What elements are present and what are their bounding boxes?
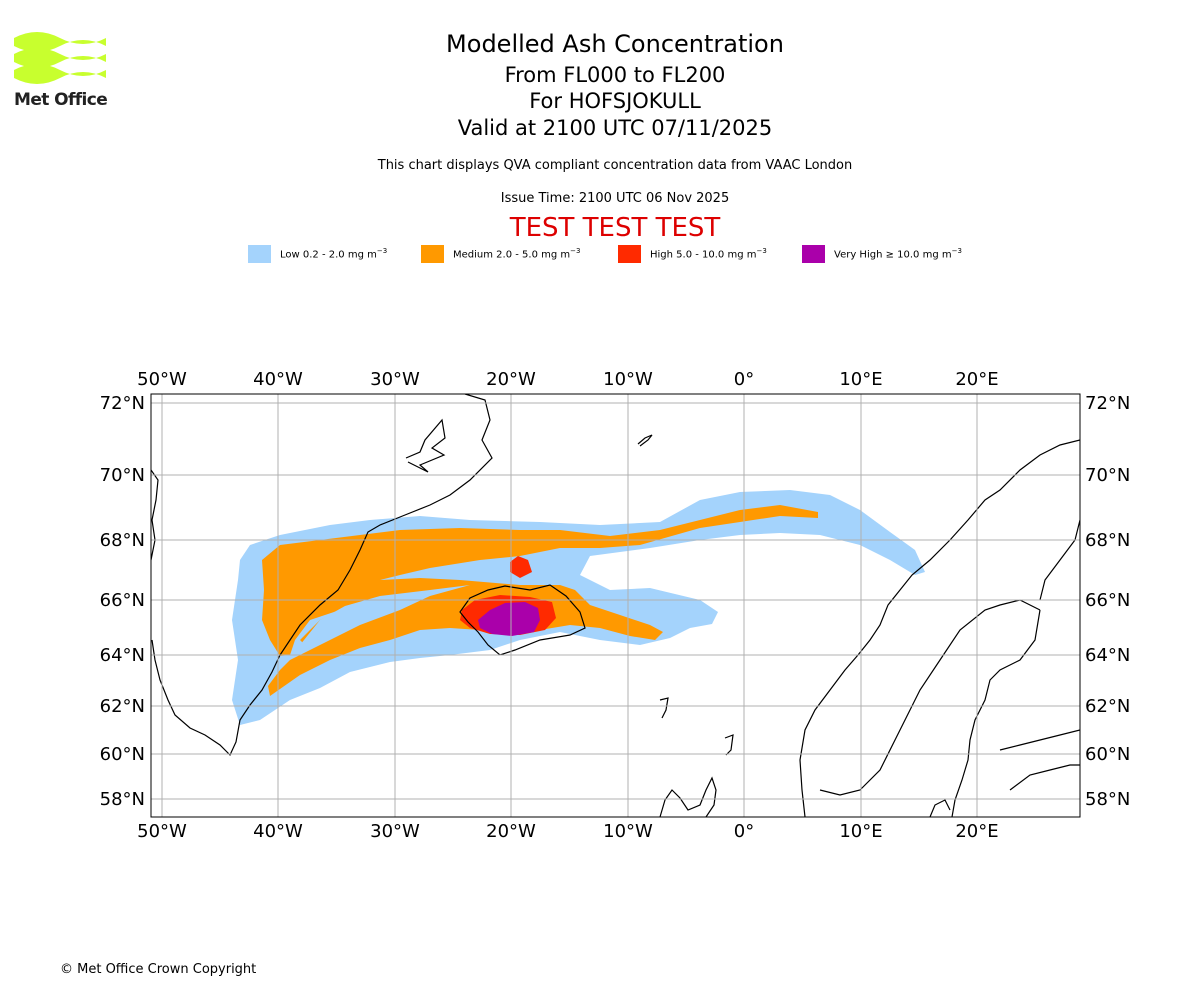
lat-label-right: 64°N	[1085, 645, 1130, 666]
lon-label-top: 20°E	[955, 369, 998, 390]
lat-label-left: 68°N	[100, 530, 145, 551]
test-banner: TEST TEST TEST	[509, 213, 721, 243]
map-frame	[150, 393, 1081, 818]
flight-level-range: From FL000 to FL200	[504, 63, 726, 87]
copyright-notice: © Met Office Crown Copyright	[60, 962, 257, 977]
lon-label-top: 10°E	[839, 369, 882, 390]
longitude-labels-bottom: 50°W 40°W 30°W 20°W 10°W 0° 10°E 20°E	[137, 821, 998, 842]
issue-time: Issue Time: 2100 UTC 06 Nov 2025	[500, 191, 730, 206]
met-office-waves-icon	[14, 32, 106, 84]
lon-label-bottom: 20°E	[955, 821, 998, 842]
chart-title: Modelled Ash Concentration	[446, 30, 784, 58]
lat-label-left: 58°N	[100, 789, 145, 810]
latitude-labels-right: 72°N 70°N 68°N 66°N 64°N 62°N 60°N 58°N	[1085, 393, 1130, 810]
norway-coast	[799, 439, 1080, 817]
estonia-coast	[1009, 764, 1080, 791]
lat-label-left: 62°N	[100, 696, 145, 717]
ash-low-gap	[300, 585, 470, 650]
lon-label-top: 50°W	[137, 369, 187, 390]
denmark-coast	[929, 799, 951, 817]
lon-label-top: 10°W	[603, 369, 653, 390]
lat-label-right: 58°N	[1085, 789, 1130, 810]
baltic-coast	[951, 609, 1041, 817]
lon-label-bottom: 0°	[734, 821, 754, 842]
scotland-coast	[659, 776, 717, 817]
legend-swatch-low	[248, 245, 271, 263]
iceland-coast	[459, 584, 586, 656]
lon-label-bottom: 50°W	[137, 821, 187, 842]
lat-label-right: 70°N	[1085, 465, 1130, 486]
greenland-west-edge	[151, 469, 159, 561]
coastlines	[151, 394, 1080, 817]
legend-swatch-very-high	[802, 245, 825, 263]
valid-time: Valid at 2100 UTC 07/11/2025	[457, 116, 773, 140]
lat-label-right: 72°N	[1085, 393, 1130, 414]
latitude-gridlines	[151, 402, 1080, 800]
ash-high-patch	[510, 556, 532, 578]
lat-label-left: 70°N	[100, 465, 145, 486]
lon-label-bottom: 10°W	[603, 821, 653, 842]
lat-label-right: 68°N	[1085, 530, 1130, 551]
longitude-gridlines	[161, 394, 978, 817]
legend-label-low: Low 0.2 - 2.0 mg m−3	[280, 247, 388, 261]
lat-label-left: 60°N	[100, 744, 145, 765]
legend-item-low: Low 0.2 - 2.0 mg m−3	[248, 244, 387, 264]
lon-label-bottom: 40°W	[253, 821, 303, 842]
norway-inner-coast	[819, 599, 1041, 796]
greenland-coast	[151, 394, 493, 757]
scoresby-sound	[405, 418, 446, 473]
ash-very-high-region	[478, 602, 540, 636]
legend-swatch-high	[618, 245, 641, 263]
faroe-islands	[659, 697, 669, 719]
lat-label-left: 66°N	[100, 590, 145, 611]
legend-swatch-medium	[421, 245, 444, 263]
lat-label-right: 66°N	[1085, 590, 1130, 611]
lat-label-right: 62°N	[1085, 696, 1130, 717]
legend-item-medium: Medium 2.0 - 5.0 mg m−3	[421, 244, 580, 264]
lat-label-left: 72°N	[100, 393, 145, 414]
lat-label-left: 64°N	[100, 645, 145, 666]
jan-mayen	[637, 434, 653, 447]
lon-label-top: 40°W	[253, 369, 303, 390]
met-office-logo-text: Met Office	[14, 90, 108, 110]
finland-coast	[1039, 519, 1080, 601]
legend-label-very-high: Very High ≥ 10.0 mg m−3	[834, 247, 962, 261]
chart-description: This chart displays QVA compliant concen…	[377, 158, 853, 173]
latitude-labels-left: 72°N 70°N 68°N 66°N 64°N 62°N 60°N 58°N	[100, 393, 145, 810]
lon-label-bottom: 20°W	[486, 821, 536, 842]
longitude-labels-top: 50°W 40°W 30°W 20°W 10°W 0° 10°E 20°E	[137, 369, 998, 390]
shetland-islands	[724, 734, 734, 756]
lon-label-top: 20°W	[486, 369, 536, 390]
lon-label-bottom: 10°E	[839, 821, 882, 842]
lat-label-right: 60°N	[1085, 744, 1130, 765]
legend-item-very-high: Very High ≥ 10.0 mg m−3	[802, 244, 962, 264]
legend-label-medium: Medium 2.0 - 5.0 mg m−3	[453, 247, 581, 261]
lon-label-top: 30°W	[370, 369, 420, 390]
lon-label-top: 0°	[734, 369, 754, 390]
lon-label-bottom: 30°W	[370, 821, 420, 842]
volcano-name: For HOFSJOKULL	[529, 89, 701, 113]
legend-label-high: High 5.0 - 10.0 mg m−3	[650, 247, 767, 261]
gulf-of-finland	[999, 729, 1080, 751]
met-office-logo: Met Office	[14, 30, 114, 112]
legend-item-high: High 5.0 - 10.0 mg m−3	[618, 244, 767, 264]
